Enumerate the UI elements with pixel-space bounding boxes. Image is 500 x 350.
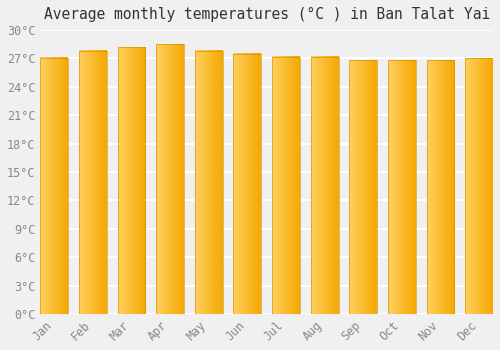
Bar <box>310 57 338 314</box>
Bar <box>118 47 146 314</box>
Bar <box>79 51 107 314</box>
Bar <box>350 60 377 314</box>
Bar <box>272 57 300 314</box>
Bar <box>195 51 222 314</box>
Title: Average monthly temperatures (°C ) in Ban Talat Yai: Average monthly temperatures (°C ) in Ba… <box>44 7 490 22</box>
Bar <box>156 44 184 314</box>
Bar <box>234 54 262 314</box>
Bar <box>388 60 416 314</box>
Bar <box>40 57 68 314</box>
Bar <box>465 58 493 314</box>
Bar <box>426 60 454 314</box>
